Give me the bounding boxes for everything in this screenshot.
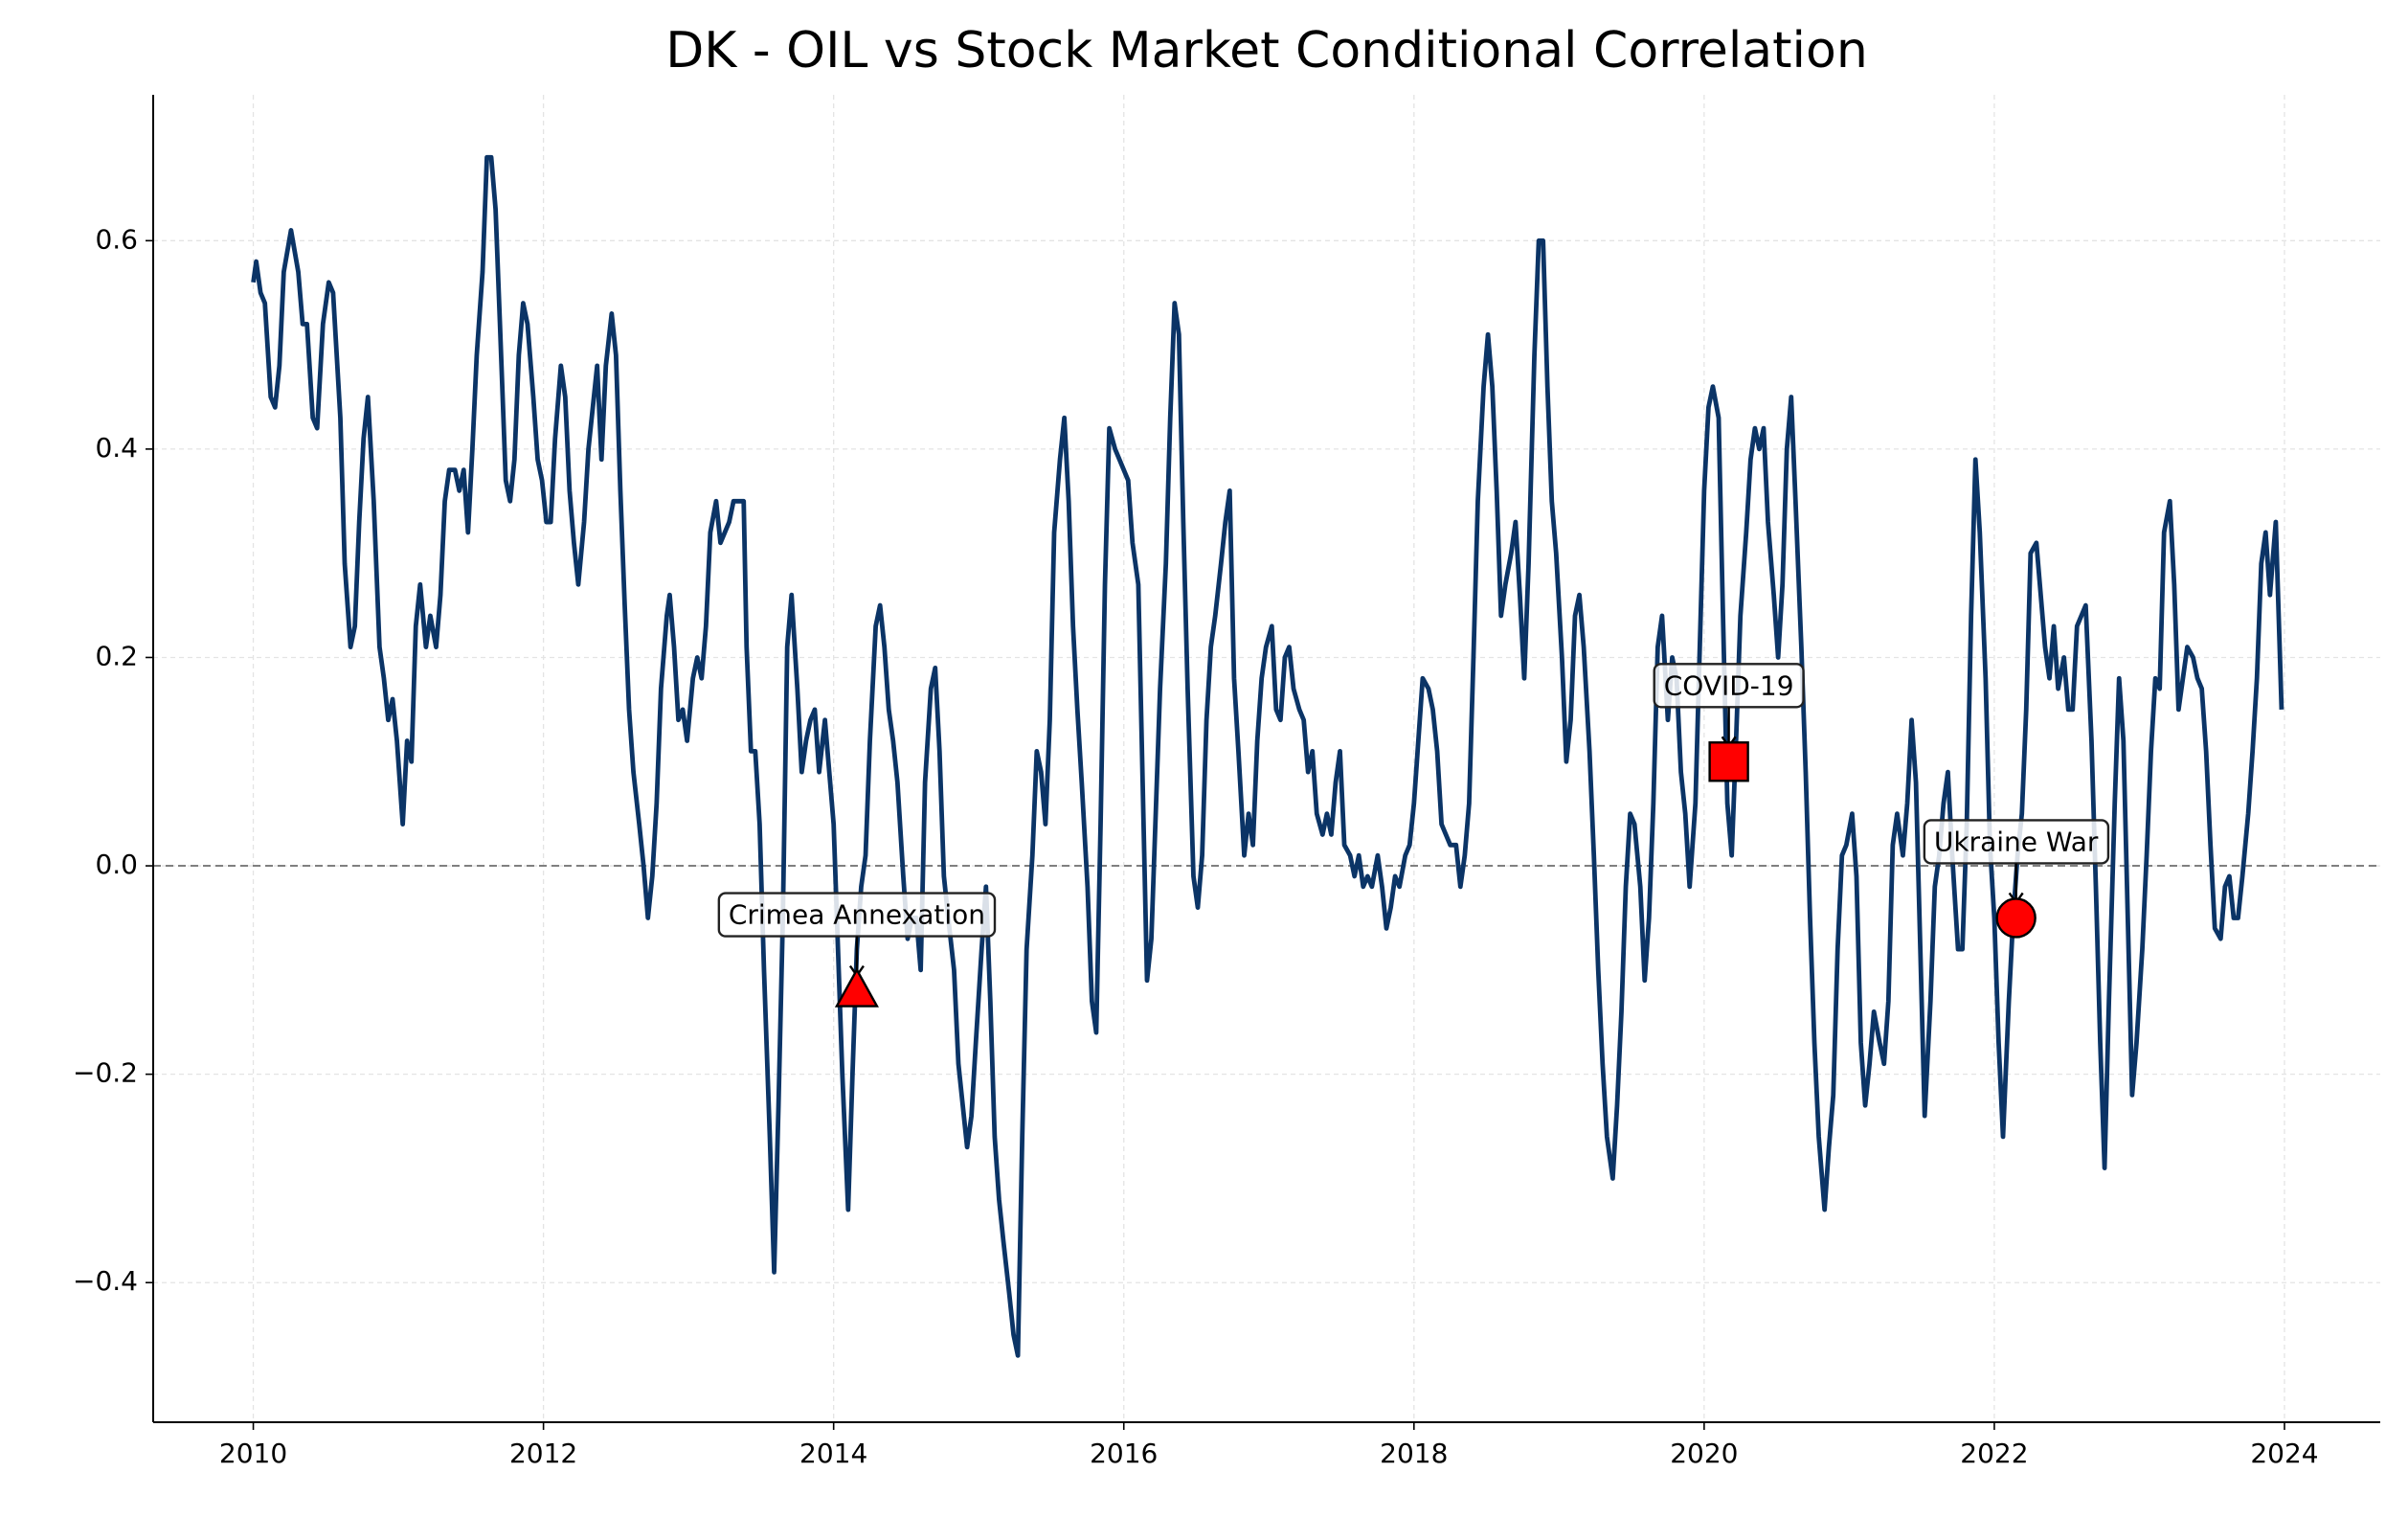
x-tick-label: 2014 [799, 1438, 867, 1469]
y-tick-label: 0.4 [95, 432, 138, 464]
annotation: Crimea Annexation [717, 892, 997, 1008]
y-tick-label: 0.2 [95, 640, 138, 671]
annotation-label: Crimea Annexation [729, 899, 985, 931]
event-marker [834, 967, 879, 1008]
x-tick-label: 2022 [1960, 1438, 2028, 1469]
y-tick-label: 0.0 [95, 849, 138, 880]
x-tick-label: 2024 [2250, 1438, 2318, 1469]
annotation: COVID-19 [1653, 663, 1805, 782]
y-tick-label: −0.4 [73, 1265, 138, 1297]
annotation-label: COVID-19 [1664, 669, 1794, 701]
x-tick-label: 2012 [509, 1438, 577, 1469]
x-tick-label: 2010 [219, 1438, 287, 1469]
event-marker [1995, 897, 2037, 939]
annotation: Ukraine War [1923, 819, 2110, 939]
x-tick-label: 2016 [1090, 1438, 1158, 1469]
y-tick-label: −0.2 [73, 1057, 138, 1089]
x-tick-label: 2020 [1670, 1438, 1738, 1469]
chart-title: DK - OIL vs Stock Market Conditional Cor… [665, 22, 1868, 79]
annotation-label: Ukraine War [1934, 826, 2099, 857]
y-tick-label: 0.6 [95, 223, 138, 255]
event-marker [1708, 741, 1749, 782]
x-tick-label: 2018 [1380, 1438, 1448, 1469]
series-line [251, 154, 2284, 1358]
